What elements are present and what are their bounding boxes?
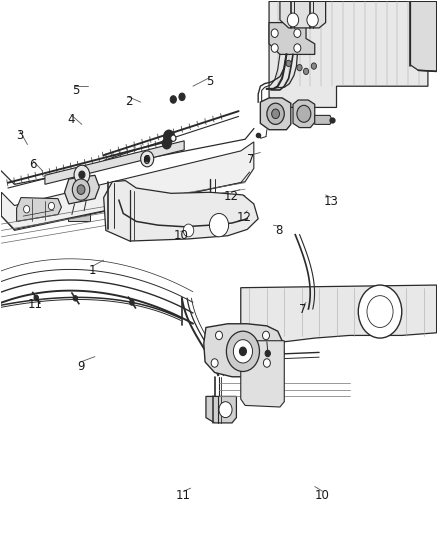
Text: 10: 10 — [173, 229, 188, 242]
Circle shape — [77, 185, 85, 195]
Circle shape — [164, 130, 174, 143]
Circle shape — [145, 156, 150, 162]
Polygon shape — [241, 285, 437, 343]
Text: 9: 9 — [77, 360, 85, 373]
Circle shape — [48, 203, 54, 210]
Circle shape — [79, 171, 85, 179]
Polygon shape — [104, 181, 258, 241]
Text: 4: 4 — [67, 112, 75, 126]
Circle shape — [304, 68, 309, 75]
Circle shape — [263, 359, 270, 367]
Polygon shape — [206, 397, 237, 423]
Circle shape — [34, 295, 39, 301]
Text: 7: 7 — [247, 153, 254, 166]
Text: 13: 13 — [324, 195, 339, 208]
Circle shape — [184, 224, 194, 237]
Circle shape — [307, 13, 318, 27]
Circle shape — [219, 402, 232, 418]
Circle shape — [226, 331, 259, 372]
Polygon shape — [1, 142, 254, 229]
Ellipse shape — [278, 35, 296, 46]
Circle shape — [141, 151, 154, 167]
Text: 5: 5 — [72, 84, 79, 97]
Polygon shape — [260, 98, 291, 130]
Text: 1: 1 — [89, 264, 96, 277]
Circle shape — [297, 106, 311, 122]
Circle shape — [72, 179, 90, 200]
Circle shape — [130, 300, 134, 305]
Circle shape — [233, 340, 253, 363]
Circle shape — [24, 206, 30, 213]
Circle shape — [271, 29, 278, 37]
Polygon shape — [64, 175, 99, 204]
Circle shape — [272, 109, 279, 118]
Circle shape — [367, 296, 393, 327]
Circle shape — [271, 44, 278, 52]
Polygon shape — [315, 115, 332, 124]
Circle shape — [170, 96, 177, 103]
Text: 2: 2 — [125, 94, 132, 108]
Polygon shape — [204, 324, 284, 377]
Polygon shape — [280, 2, 325, 28]
Polygon shape — [293, 100, 315, 127]
Text: 10: 10 — [315, 489, 330, 502]
Bar — [67, 212, 90, 221]
Circle shape — [267, 103, 284, 124]
Polygon shape — [410, 2, 437, 71]
Polygon shape — [17, 198, 61, 221]
Circle shape — [171, 135, 176, 141]
Polygon shape — [45, 141, 184, 184]
Text: 12: 12 — [224, 190, 239, 203]
Circle shape — [211, 359, 218, 367]
Circle shape — [215, 331, 223, 340]
Circle shape — [262, 331, 269, 340]
Text: 6: 6 — [142, 154, 150, 167]
Polygon shape — [269, 22, 315, 54]
Circle shape — [358, 285, 402, 338]
Circle shape — [74, 165, 90, 184]
Circle shape — [294, 44, 301, 52]
Text: 5: 5 — [206, 76, 213, 88]
Circle shape — [294, 29, 301, 37]
Text: 8: 8 — [276, 224, 283, 237]
Circle shape — [73, 296, 78, 301]
Text: 6: 6 — [29, 158, 36, 171]
Circle shape — [265, 350, 270, 357]
Circle shape — [209, 214, 229, 237]
Circle shape — [179, 93, 185, 101]
Ellipse shape — [137, 204, 162, 223]
Polygon shape — [269, 2, 428, 108]
Circle shape — [162, 138, 171, 149]
Circle shape — [240, 347, 247, 356]
Polygon shape — [241, 341, 284, 407]
Circle shape — [287, 13, 299, 27]
Text: 3: 3 — [16, 128, 23, 141]
Text: 12: 12 — [237, 211, 252, 224]
Circle shape — [297, 64, 302, 71]
Circle shape — [286, 60, 291, 67]
Ellipse shape — [256, 368, 269, 379]
Text: 11: 11 — [176, 489, 191, 502]
Text: 7: 7 — [299, 303, 306, 317]
Circle shape — [311, 63, 317, 69]
Text: 11: 11 — [28, 298, 43, 311]
